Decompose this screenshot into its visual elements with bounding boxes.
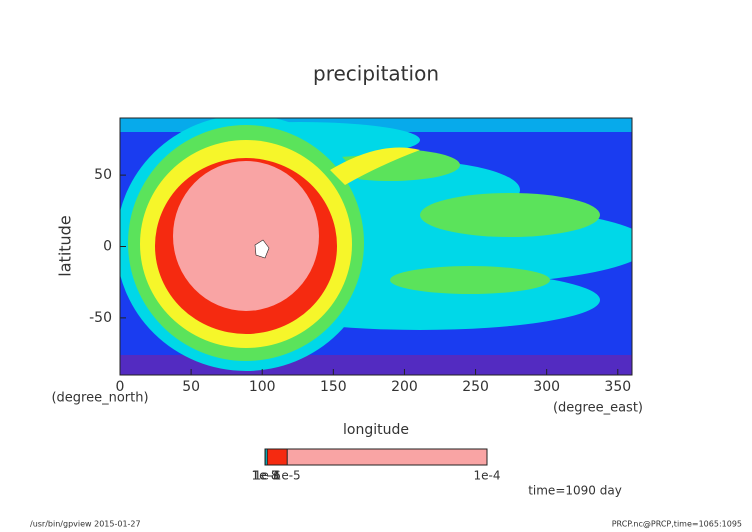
footer-left: /usr/bin/gpview 2015-01-27 — [30, 520, 141, 529]
x-tick-label: 0 — [116, 379, 125, 395]
colorbar-tick-label: 1e-6 — [254, 469, 281, 483]
y-tick-label: -50 — [89, 310, 112, 326]
colorbar-tick-label: 1e-5 — [274, 469, 301, 483]
x-tick-label: 300 — [533, 379, 560, 395]
colorbar-tick-label: 1e-8 — [252, 469, 279, 483]
y-tick-label: 0 — [103, 239, 112, 255]
annotation: time=1090 day — [528, 484, 622, 498]
colorbar-tick-label: 1e-4 — [474, 469, 501, 483]
chart-title: precipitation — [313, 62, 439, 86]
colorbar-band — [265, 449, 268, 465]
footer-right: PRCP.nc@PRCP,time=1065:1095 — [612, 520, 742, 529]
x-axis-units: (degree_east) — [553, 401, 643, 416]
y-axis-label: latitude — [56, 215, 75, 276]
x-tick-label: 200 — [391, 379, 418, 395]
colorbar-tick-label: 1e-7 — [252, 469, 279, 483]
y-axis-units: (degree_north) — [51, 391, 148, 406]
colorbar-band — [267, 449, 288, 465]
y-tick-label: 50 — [94, 167, 112, 183]
contour-field — [120, 118, 632, 375]
x-tick-label: 100 — [249, 379, 276, 395]
x-axis-label: longitude — [343, 422, 409, 438]
x-tick-label: 50 — [182, 379, 200, 395]
x-tick-label: 150 — [320, 379, 347, 395]
x-tick-label: 350 — [604, 379, 631, 395]
x-tick-label: 250 — [462, 379, 489, 395]
colorbar-band — [287, 449, 487, 465]
